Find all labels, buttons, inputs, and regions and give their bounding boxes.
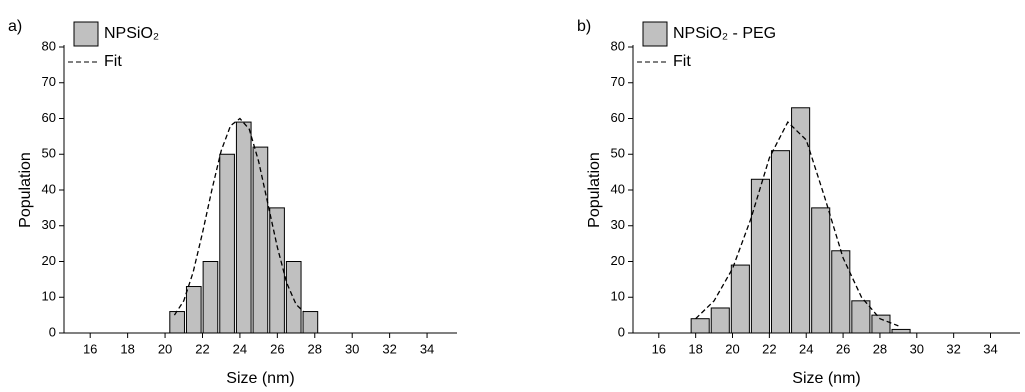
x-tick-label: 30: [910, 341, 924, 356]
histogram-bar: [851, 300, 871, 334]
x-tick-label: 32: [946, 341, 960, 356]
histogram-bar: [285, 261, 302, 334]
legend-label: Fit: [673, 53, 691, 70]
y-tick-label: 0: [49, 324, 56, 339]
histogram-bar: [185, 286, 202, 334]
x-tick-label: 28: [873, 341, 887, 356]
histogram-bar: [252, 146, 269, 334]
histogram-bar: [710, 307, 730, 334]
y-tick-label: 20: [611, 253, 625, 268]
y-tick-label: 30: [611, 217, 625, 232]
histogram-bar: [202, 261, 219, 334]
histogram-bar: [811, 207, 831, 334]
histogram-bar: [770, 150, 791, 334]
y-tick-label: 10: [611, 289, 625, 304]
x-tick-label: 34: [420, 341, 434, 356]
x-tick-label: 16: [83, 341, 97, 356]
y-tick-label: 60: [42, 110, 56, 125]
histogram-bar: [891, 328, 911, 334]
legend-swatch: [73, 21, 99, 47]
x-tick-label: 20: [158, 341, 172, 356]
y-axis-label: Population: [586, 152, 603, 228]
x-tick-label: 28: [308, 341, 322, 356]
legend-label: NPSiO₂: [104, 25, 159, 42]
y-tick-label: 50: [611, 146, 625, 161]
histogram-bar: [831, 250, 851, 334]
legend-label: Fit: [104, 53, 122, 70]
chart-panel: b) 16 18 20 22 24 26 28 30 32 34 0 10 20 30 40 50 60 70 80 S…: [577, 18, 1020, 387]
histogram-bar: [302, 311, 319, 334]
x-tick-label: 24: [233, 341, 247, 356]
x-tick-label: 32: [382, 341, 396, 356]
fit-line: [695, 120, 899, 327]
x-tick-label: 22: [762, 341, 776, 356]
y-tick-label: 80: [42, 38, 56, 53]
y-tick-label: 80: [611, 38, 625, 53]
x-tick-label: 30: [345, 341, 359, 356]
y-tick-label: 0: [618, 324, 625, 339]
y-tick-label: 30: [42, 217, 56, 232]
chart-panel: a) 16 18 20 22 24 26 28 30 32 34 0 10 20 30 40 50 60 70 80 S…: [8, 18, 457, 387]
histogram-bar: [791, 107, 811, 334]
x-tick-label: 24: [799, 341, 813, 356]
histogram-bar: [219, 153, 235, 334]
x-tick-label: 18: [120, 341, 134, 356]
histogram-bar: [235, 121, 252, 334]
x-tick-label: 20: [725, 341, 739, 356]
histogram-bar: [730, 264, 750, 334]
panel-label: a): [8, 18, 22, 35]
histogram-bar: [169, 311, 185, 334]
y-tick-label: 50: [42, 146, 56, 161]
y-tick-label: 60: [611, 110, 625, 125]
panel-label: b): [577, 18, 591, 35]
histogram-bar: [871, 314, 891, 334]
x-axis-label: Size (nm): [792, 370, 860, 387]
y-tick-label: 70: [42, 74, 56, 89]
histogram-bar: [750, 178, 770, 334]
x-tick-label: 26: [836, 341, 850, 356]
x-tick-label: 34: [983, 341, 997, 356]
y-tick-label: 40: [42, 181, 56, 196]
x-axis-label: Size (nm): [226, 370, 294, 387]
y-tick-label: 20: [42, 253, 56, 268]
fit-line: [173, 117, 304, 316]
x-tick-label: 22: [195, 341, 209, 356]
y-tick-label: 70: [611, 74, 625, 89]
x-tick-label: 18: [688, 341, 702, 356]
histogram-bar: [690, 318, 710, 334]
x-tick-label: 16: [652, 341, 666, 356]
legend-label: NPSiO₂ - PEG: [673, 25, 776, 42]
y-tick-label: 10: [42, 289, 56, 304]
x-tick-label: 26: [270, 341, 284, 356]
legend-swatch: [642, 21, 668, 47]
y-tick-label: 40: [611, 181, 625, 196]
histogram-bar: [269, 207, 285, 334]
y-axis-label: Population: [17, 152, 34, 228]
